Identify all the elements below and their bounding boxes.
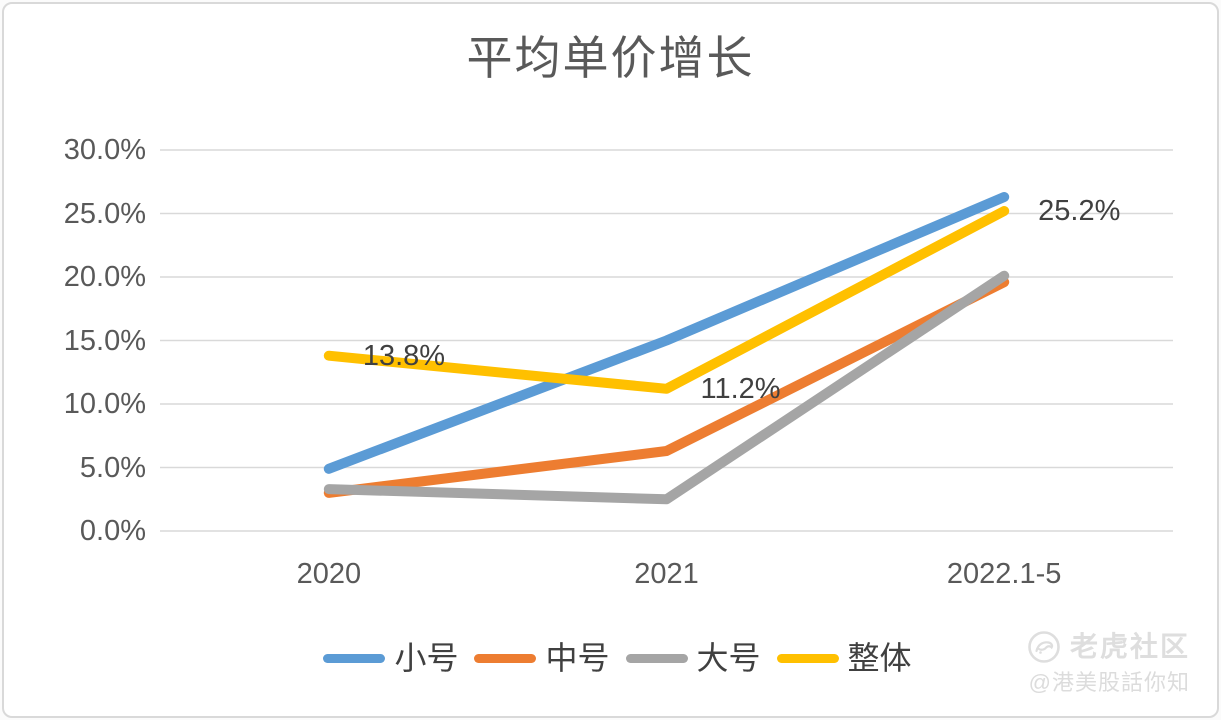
watermark-brand-row: 老虎社区 — [1027, 628, 1190, 666]
legend-label: 整体 — [847, 639, 912, 677]
legend-item-0: 小号 — [323, 638, 458, 678]
legend-label: 小号 — [394, 639, 459, 677]
y-axis-tick-label: 10.0% — [63, 388, 146, 420]
x-axis-category-label: 2020 — [296, 558, 362, 590]
legend-item-3: 整体 — [776, 638, 912, 678]
series-line-0 — [323, 192, 1010, 474]
watermark-handle: @港美股話你知 — [1028, 670, 1190, 695]
legend-label: 大号 — [696, 639, 761, 677]
series-line-1 — [323, 277, 1010, 498]
x-axis-category-label: 2021 — [634, 558, 699, 590]
y-axis-tick-label: 5.0% — [79, 451, 146, 484]
legend-swatch-icon — [776, 653, 839, 663]
chart-title: 平均单价增长 — [466, 31, 755, 85]
y-axis-tick-label: 30.0% — [63, 134, 146, 166]
legend-swatch-icon — [474, 653, 537, 663]
series-line-3 — [323, 206, 1010, 394]
data-label: 25.2% — [1038, 194, 1121, 227]
legend-label: 中号 — [545, 639, 610, 677]
tiger-logo-icon — [1028, 631, 1060, 663]
legend-swatch-icon — [625, 653, 688, 663]
legend-swatch-icon — [323, 653, 386, 663]
series-line-2 — [323, 270, 1010, 505]
chart-legend: 小号 中号 大号 整体 — [160, 636, 1075, 680]
data-label: 13.8% — [362, 339, 446, 372]
y-axis-tick-label: 15.0% — [63, 324, 146, 357]
watermark-community-name: 老虎社区 — [1069, 631, 1190, 662]
watermark: 老虎社区 @港美股話你知 — [1027, 628, 1190, 698]
data-label: 11.2% — [700, 372, 781, 405]
legend-item-2: 大号 — [625, 638, 761, 678]
y-axis-tick-label: 0.0% — [79, 515, 146, 547]
y-axis-tick-label: 20.0% — [63, 261, 146, 293]
x-axis-category-label: 2022.1-5 — [946, 558, 1062, 590]
y-axis-tick-label: 25.0% — [63, 197, 146, 230]
legend-item-1: 中号 — [474, 638, 610, 678]
